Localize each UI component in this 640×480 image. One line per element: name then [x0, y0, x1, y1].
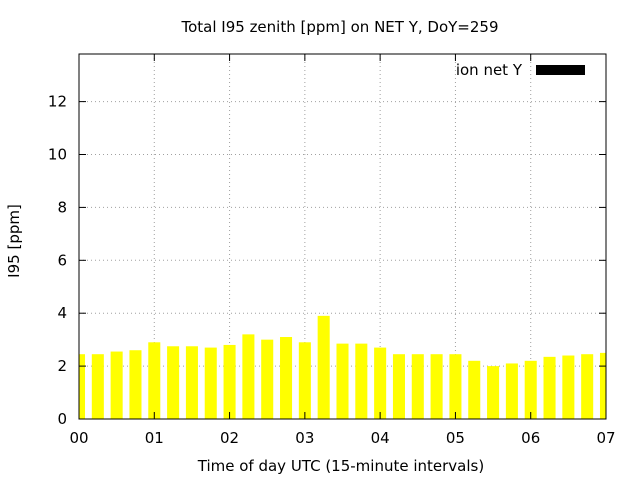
bar [91, 354, 104, 419]
bar [392, 354, 405, 419]
bar [505, 363, 518, 419]
bar [129, 350, 142, 419]
chart-title: Total I95 zenith [ppm] on NET Y, DoY=259 [180, 18, 498, 36]
x-tick-label: 04 [371, 429, 390, 447]
bar [411, 354, 424, 419]
bar [110, 351, 123, 419]
y-tick-label: 4 [57, 304, 67, 322]
y-tick-label: 8 [57, 198, 67, 216]
bar [261, 339, 274, 419]
bar [223, 344, 236, 419]
x-tick-label: 03 [295, 429, 314, 447]
bar [487, 366, 500, 419]
bar [148, 342, 161, 419]
bar [242, 334, 255, 419]
bar [79, 354, 86, 419]
x-tick-label: 00 [69, 429, 88, 447]
bar [355, 343, 368, 419]
legend: ion net Y [456, 61, 585, 79]
bar [449, 354, 462, 419]
bar [599, 352, 606, 419]
axes-layer [78, 53, 607, 420]
x-tick-label: 05 [446, 429, 465, 447]
y-axis-label: I95 [ppm] [5, 204, 23, 278]
x-tick-label: 07 [596, 429, 615, 447]
bar [581, 354, 594, 419]
bar [468, 360, 481, 419]
y-tick-label: 2 [57, 357, 67, 375]
y-tick-label: 12 [48, 93, 67, 111]
bar [167, 346, 180, 419]
bar [430, 354, 443, 419]
bar [280, 337, 293, 419]
bar [524, 360, 537, 419]
bar [336, 343, 349, 419]
x-tick-label: 01 [145, 429, 164, 447]
y-tick-label: 10 [48, 146, 67, 164]
legend-swatch [536, 65, 585, 75]
y-tick-label: 0 [57, 410, 67, 428]
bar [185, 346, 198, 419]
bar [298, 342, 311, 419]
legend-label: ion net Y [456, 61, 523, 79]
plot-frame [78, 53, 607, 420]
bar [543, 356, 556, 419]
bar [317, 315, 330, 419]
x-tick-label: 02 [220, 429, 239, 447]
bar [204, 347, 217, 419]
bars-layer [79, 315, 606, 419]
bar [562, 355, 575, 419]
y-tick-label: 6 [57, 251, 67, 269]
bar [374, 347, 387, 419]
x-tick-label: 06 [521, 429, 540, 447]
x-axis-label: Time of day UTC (15-minute intervals) [197, 457, 484, 475]
